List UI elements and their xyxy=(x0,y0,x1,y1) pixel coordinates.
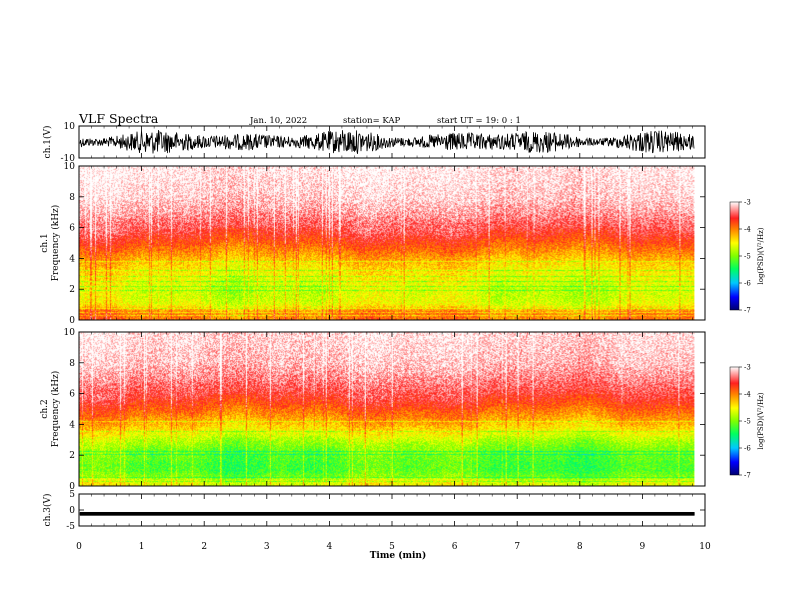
ch1-spectrogram-title: ch.1 xyxy=(40,233,50,252)
ch1-spectrogram-yticks: 0 2 4 6 8 10 xyxy=(64,162,705,326)
y-tick-label: 10 xyxy=(64,122,76,132)
y-tick-label: -10 xyxy=(61,154,76,164)
x-tick-label: 5 xyxy=(389,542,395,552)
ch1-waveform-yticks: 10 -10 xyxy=(61,122,705,164)
y-tick-label: 4 xyxy=(69,420,75,430)
x-axis-label: Time (min) xyxy=(370,550,427,561)
x-tick-label: 9 xyxy=(640,542,646,552)
time-axis-ticks: 0 1 2 3 4 5 6 7 8 9 10 xyxy=(76,126,711,552)
ch1-colorbar-ticks: -3 -4 -5 -6 -7 xyxy=(739,199,751,315)
ch3-waveform-yticks: 5 0 -5 xyxy=(66,490,705,532)
ch1-waveform-line xyxy=(79,129,695,154)
colorbar-tick-label: -6 xyxy=(744,280,751,288)
ch3-waveform-line xyxy=(79,511,695,516)
start-time-label: start UT = 19: 0 : 1 xyxy=(437,116,521,126)
date-label: Jan. 10, 2022 xyxy=(249,116,307,126)
colorbar-tick-label: -7 xyxy=(744,307,751,315)
ch2-spectrogram-yticks: 0 2 4 6 8 10 xyxy=(64,328,705,492)
y-tick-label: 0 xyxy=(69,506,75,516)
y-tick-label: 6 xyxy=(69,390,75,400)
x-tick-label: 3 xyxy=(264,542,270,552)
y-tick-label: 0 xyxy=(69,482,75,492)
station-label: station= KAP xyxy=(343,116,401,126)
ch2-spectrogram-panel: ch.2 Frequency (kHz) 0 2 4 6 8 10 xyxy=(40,328,706,492)
ch2-spectrogram-image xyxy=(79,332,695,486)
y-tick-label: 10 xyxy=(64,162,76,172)
colorbar-tick-label: -4 xyxy=(744,226,751,234)
colorbar-tick-label: -5 xyxy=(744,253,751,261)
y-tick-label: 4 xyxy=(69,254,75,264)
ch1-colorbar-label: log(PSD)(V²/Hz) xyxy=(757,227,765,284)
x-tick-label: 8 xyxy=(577,542,583,552)
colorbar-tick-label: -3 xyxy=(744,199,751,207)
ch2-spectrogram-ylabel: Frequency (kHz) xyxy=(50,371,61,448)
x-tick-label: 7 xyxy=(514,542,520,552)
x-tick-label: 2 xyxy=(201,542,207,552)
ch1-spectrogram-image xyxy=(79,166,695,320)
x-tick-label: 10 xyxy=(699,542,711,552)
y-tick-label: 5 xyxy=(69,490,75,500)
ch2-colorbar: -3 -4 -5 -6 -7 log(PSD)(V²/Hz) xyxy=(729,364,765,480)
ch1-spectrogram-panel: ch.1 Frequency (kHz) 0 2 4 6 8 10 xyxy=(40,162,706,326)
y-tick-label: 2 xyxy=(69,285,75,295)
colorbar-tick-label: -4 xyxy=(744,391,751,399)
ch2-spectrogram-title: ch.2 xyxy=(40,399,50,418)
y-tick-label: 10 xyxy=(64,328,76,338)
y-tick-label: 8 xyxy=(69,359,75,369)
ch2-colorbar-label: log(PSD)(V²/Hz) xyxy=(757,392,765,449)
x-tick-label: 1 xyxy=(139,542,145,552)
chart-title: VLF Spectra xyxy=(78,111,159,126)
y-tick-label: 0 xyxy=(69,316,75,326)
x-tick-label: 6 xyxy=(452,542,458,552)
colorbar-tick-label: -6 xyxy=(744,445,751,453)
colorbar-tick-label: -3 xyxy=(744,364,751,372)
y-tick-label: -5 xyxy=(66,522,75,532)
x-tick-label: 4 xyxy=(327,542,333,552)
x-tick-label: 0 xyxy=(76,542,82,552)
ch2-colorbar-ticks: -3 -4 -5 -6 -7 xyxy=(739,364,751,480)
ch1-colorbar: -3 -4 -5 -6 -7 log(PSD)(V²/Hz) xyxy=(729,199,765,315)
ch1-waveform-ylabel: ch.1(V) xyxy=(42,126,53,159)
y-tick-label: 6 xyxy=(69,224,75,234)
y-tick-label: 2 xyxy=(69,451,75,461)
colorbar-tick-label: -5 xyxy=(744,418,751,426)
y-tick-label: 8 xyxy=(69,193,75,203)
ch1-spectrogram-ylabel: Frequency (kHz) xyxy=(50,205,61,282)
ch3-waveform-ylabel: ch.3(V) xyxy=(42,494,53,527)
colorbar-tick-label: -7 xyxy=(744,472,751,480)
